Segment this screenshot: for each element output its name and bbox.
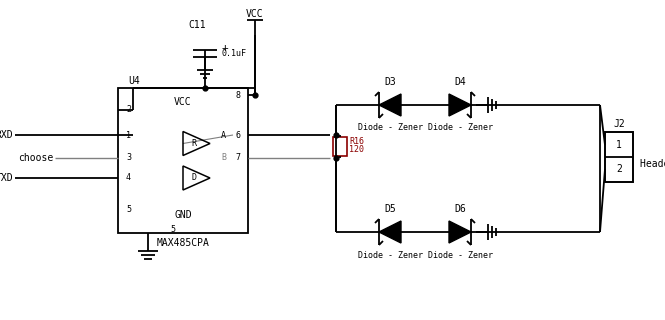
Polygon shape [379,221,401,243]
Text: TXD: TXD [0,173,13,183]
Text: 8: 8 [235,91,240,100]
Text: 1: 1 [616,140,622,150]
Text: +: + [222,43,229,53]
Text: choose: choose [18,153,53,163]
Text: R16: R16 [349,137,364,146]
Text: 7: 7 [235,154,240,163]
Text: D: D [192,173,196,182]
Text: A: A [221,131,226,140]
Text: 2: 2 [616,164,622,174]
Bar [118,88,248,233]
Text: 4: 4 [126,173,131,182]
Text: 5: 5 [170,226,175,235]
Text: 1: 1 [126,131,131,140]
Polygon shape [449,94,471,116]
Text: 6: 6 [235,131,240,140]
Text: Diode - Zener: Diode - Zener [358,124,422,132]
Text: RXD: RXD [0,130,13,140]
Text: J2: J2 [613,119,625,129]
Text: Diode - Zener: Diode - Zener [358,251,422,260]
Text: D4: D4 [454,77,466,87]
Text: D5: D5 [384,204,396,214]
Text: 120: 120 [349,145,364,154]
Text: 3: 3 [126,154,131,163]
Text: Diode - Zener: Diode - Zener [428,251,493,260]
Bar [333,137,347,156]
Text: 5: 5 [126,205,131,214]
Text: R: R [192,139,196,148]
Text: 2: 2 [126,106,131,115]
Text: MAX485CPA: MAX485CPA [156,238,209,248]
Text: U4: U4 [128,76,140,86]
Text: D6: D6 [454,204,466,214]
Polygon shape [379,94,401,116]
Text: 0.1uF: 0.1uF [222,49,247,58]
Text: B: B [221,154,226,163]
Text: VCC: VCC [174,97,192,107]
Text: D3: D3 [384,77,396,87]
Text: VCC: VCC [246,9,264,19]
Text: Diode - Zener: Diode - Zener [428,124,493,132]
Text: GND: GND [174,210,192,220]
Text: Header 2: Header 2 [640,159,665,169]
Polygon shape [449,221,471,243]
Bar [605,132,633,182]
Text: C11: C11 [188,20,205,30]
